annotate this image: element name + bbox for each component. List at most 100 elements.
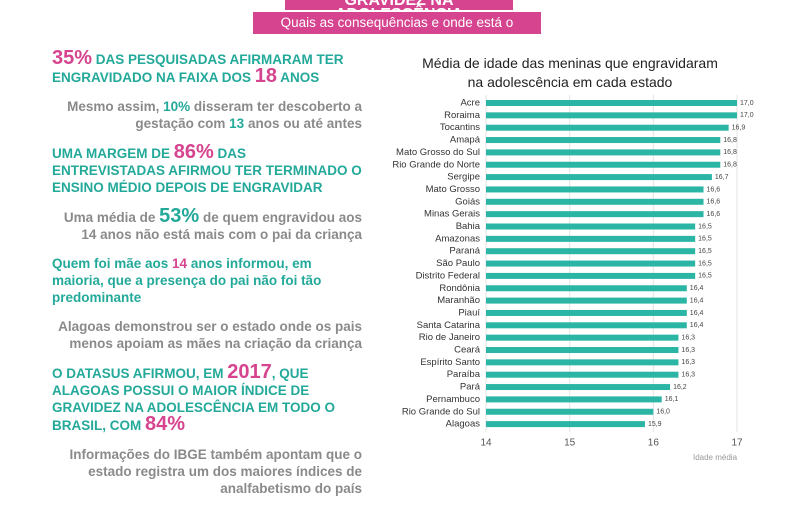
y-tick-label: Tocantins: [440, 122, 480, 133]
fact: Mesmo assim, 10% disseram ter descoberto…: [52, 98, 362, 132]
value-label: 16,8: [723, 149, 737, 156]
value-label: 17,0: [740, 112, 754, 119]
x-tick-label: 14: [480, 438, 492, 449]
value-label: 16,8: [723, 137, 737, 144]
fact-text: anos ou até antes: [244, 116, 362, 131]
bar: [486, 347, 679, 353]
header-title: GRAVIDEZ NA ADOLESCÊNCIA: [285, 0, 513, 10]
value-label: 16,6: [707, 186, 721, 193]
bar: [486, 161, 721, 168]
bar: [486, 272, 696, 279]
value-label: 16,5: [698, 223, 712, 230]
y-tick-label: Piauí: [458, 307, 480, 318]
fact-text: Quem foi mãe aos: [52, 256, 173, 271]
y-tick-label: Sergipe: [447, 172, 480, 183]
bar: [486, 211, 704, 218]
value-label: 16,5: [698, 273, 712, 280]
bar: [486, 421, 645, 428]
bar: [486, 137, 721, 144]
highlight: 14: [172, 256, 188, 271]
bar: [486, 149, 721, 156]
y-tick-label: Minas Gerais: [424, 209, 480, 220]
bar: [486, 198, 704, 205]
chart: 14 15 16 17 Idade média Acre 17,0 Roraima 17,0 To…: [392, 95, 754, 460]
fact-text: Mesmo assim,: [67, 99, 164, 114]
fact: UMA MARGEM DE 86% DAS ENTREVISTADAS AFIR…: [52, 141, 362, 196]
y-tick-label: São Paulo: [436, 258, 480, 269]
value-label: 16,0: [656, 409, 670, 416]
bar: [486, 186, 704, 193]
fact-text: Informações do IBGE também apontam que o…: [69, 447, 362, 496]
fact-text: de quem engravidou aos 14 anos não está …: [81, 210, 362, 242]
fact-text: DAS PESQUISADAS AFIRMARAM TER ENGRAVIDAD…: [52, 52, 344, 85]
bar: [486, 334, 679, 341]
value-label: 16,9: [732, 125, 746, 132]
value-label: 16,4: [690, 310, 704, 317]
fact-text: , QUE ALAGOAS POSSUI O MAIOR ÍNDICE DE G…: [52, 366, 336, 433]
highlight: 2017: [227, 361, 272, 383]
highlight: 86%: [173, 141, 214, 163]
y-tick-label: Ceará: [454, 345, 481, 356]
bar: [486, 223, 696, 230]
value-label: 16,3: [681, 359, 695, 366]
y-tick-label: Rio Grande do Sul: [402, 406, 480, 417]
bar: [486, 235, 696, 242]
y-tick-label: Roraima: [444, 110, 481, 121]
x-axis-label: Idade média: [693, 453, 738, 460]
value-label: 16,3: [681, 347, 695, 354]
highlight: 18: [254, 65, 278, 87]
y-tick-label: Amapá: [450, 135, 481, 146]
bar: [486, 384, 671, 391]
value-label: 16,4: [690, 322, 704, 329]
x-tick-label: 16: [648, 438, 660, 449]
bar: [486, 396, 662, 403]
highlight: 84%: [145, 413, 186, 435]
y-tick-label: Alagoas: [446, 419, 481, 430]
page: 14 15 16 17 Idade média Acre 17,0 Roraima 17,0 To…: [52, 0, 754, 496]
value-label: 16,1: [665, 396, 679, 403]
bar: [486, 112, 737, 119]
x-tick-label: 17: [731, 438, 743, 449]
fact-text: DAS ENTREVISTADAS AFIRMOU TER TERMINADO …: [52, 146, 362, 195]
y-tick-label: Acre: [460, 98, 480, 109]
fact-text: Alagoas demonstrou ser o estado onde os …: [58, 319, 362, 351]
highlight: 10%: [163, 99, 191, 114]
y-tick-label: Espírito Santo: [420, 357, 480, 368]
highlight: 53%: [159, 205, 200, 227]
y-tick-label: Rondônia: [439, 283, 480, 294]
fact: Quem foi mãe aos 14 anos informou, em ma…: [52, 255, 362, 306]
y-tick-label: Distrito Federal: [416, 270, 480, 281]
bar: [486, 248, 696, 255]
bar: [486, 100, 737, 106]
bar: [486, 260, 696, 267]
value-label: 16,2: [673, 384, 687, 391]
value-label: 16,8: [723, 162, 737, 169]
value-label: 16,4: [690, 285, 704, 292]
value-label: 16,3: [681, 372, 695, 379]
chart-title: Média de idade das meninas que engravida…: [422, 55, 718, 90]
y-tick-label: Pernambuco: [426, 394, 480, 405]
y-tick-label: Paraíba: [447, 369, 481, 380]
bar: [486, 309, 687, 316]
x-tick-label: 15: [564, 438, 576, 449]
value-label: 15,9: [648, 421, 662, 428]
y-tick-label: Rio de Janeiro: [419, 332, 480, 343]
y-tick-label: Mato Grosso: [426, 184, 480, 195]
bar: [486, 285, 687, 292]
value-label: 16,5: [698, 260, 712, 267]
fact-text: anos informou, em maioria, que a presenç…: [52, 256, 322, 305]
fact: Informações do IBGE também apontam que o…: [52, 446, 362, 497]
fact: 35% DAS PESQUISADAS AFIRMARAM TER ENGRAV…: [52, 48, 362, 87]
fact: Uma média de 53% de quem engravidou aos …: [52, 205, 362, 243]
y-tick-label: Rio Grande do Norte: [392, 159, 480, 170]
bar: [486, 359, 679, 366]
fact-text: UMA MARGEM DE: [52, 146, 174, 161]
fact-text: Uma média de: [63, 210, 160, 225]
y-tick-label: Pará: [460, 382, 481, 393]
y-tick-label: Maranhão: [437, 295, 480, 306]
value-label: 16,5: [698, 248, 712, 255]
facts: 35% DAS PESQUISADAS AFIRMARAM TER ENGRAV…: [52, 48, 362, 509]
fact: O DATASUS AFIRMOU, EM 2017, QUE ALAGOAS …: [52, 361, 362, 435]
fact-text: disseram ter descoberto a gestação com: [135, 99, 362, 131]
value-label: 16,6: [707, 211, 721, 218]
